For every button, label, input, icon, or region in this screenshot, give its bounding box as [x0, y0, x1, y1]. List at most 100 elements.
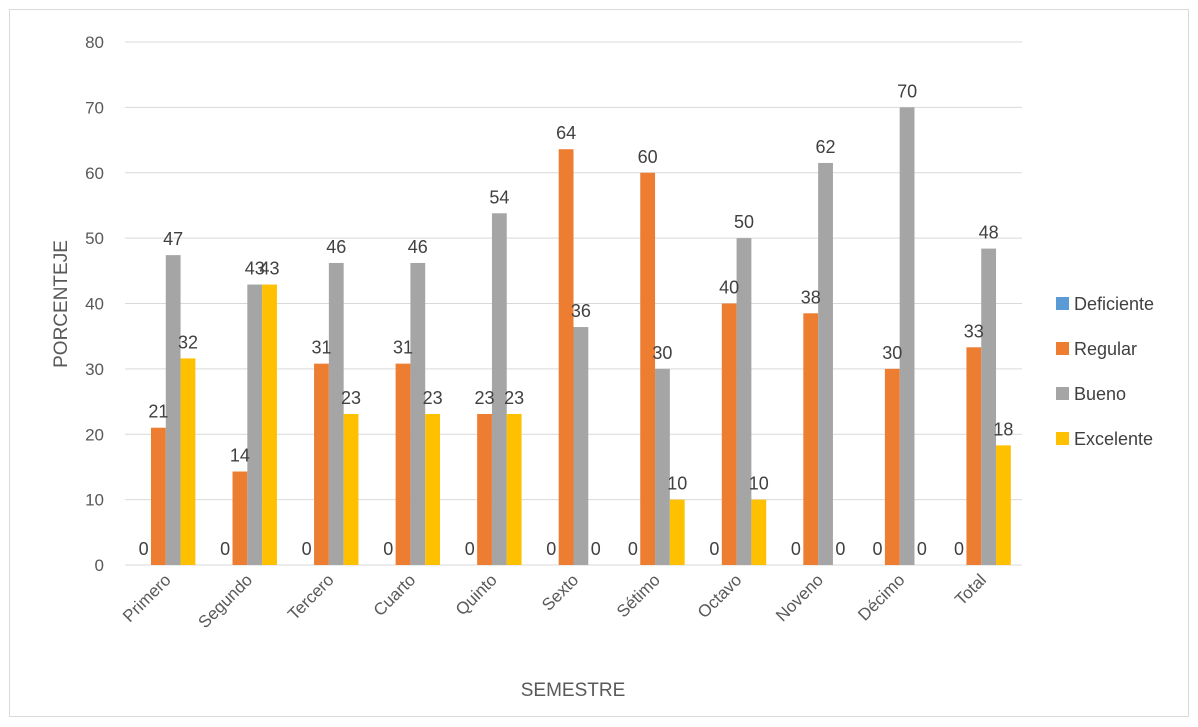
data-label: 70 [897, 81, 917, 101]
data-label: 43 [245, 259, 265, 279]
data-label: 48 [979, 223, 999, 243]
x-category-label: Quinto [452, 570, 501, 619]
data-label: 0 [628, 539, 638, 559]
y-tick-label: 70 [85, 98, 104, 117]
data-label: 23 [423, 388, 443, 408]
data-label: 0 [546, 539, 556, 559]
data-label: 36 [571, 301, 591, 321]
legend-swatch-regular [1056, 342, 1069, 355]
bar-excelente [425, 413, 441, 565]
bar-bueno [655, 368, 670, 565]
x-category-label: Total [951, 570, 990, 609]
bar-bueno [328, 262, 344, 565]
bar-bueno [165, 255, 181, 565]
legend-swatch-deficiente [1056, 297, 1069, 310]
data-label: 0 [591, 539, 601, 559]
bar-excelente [751, 499, 767, 565]
data-label: 10 [749, 474, 769, 494]
data-label: 23 [475, 388, 495, 408]
data-label: 0 [917, 539, 927, 559]
bar-excelente [506, 413, 522, 565]
data-label: 0 [709, 539, 719, 559]
data-label: 46 [326, 237, 346, 257]
data-label: 38 [801, 287, 821, 307]
legend-label-excelente: Excelente [1074, 429, 1153, 449]
bar-excelente [343, 413, 359, 565]
data-label: 30 [882, 343, 902, 363]
x-category-label: Décimo [854, 570, 908, 624]
bar-regular [314, 363, 329, 565]
bar-regular [558, 149, 574, 565]
data-label: 0 [302, 539, 312, 559]
data-label: 62 [816, 137, 836, 157]
legend-swatch-bueno [1056, 387, 1069, 400]
data-label: 10 [667, 474, 687, 494]
data-label: 47 [163, 229, 183, 249]
bar-bueno [818, 162, 833, 565]
bar-regular [150, 427, 166, 565]
x-category-label: Octavo [694, 570, 746, 622]
bar-regular [884, 368, 900, 565]
x-category-label: Sexto [538, 570, 582, 614]
data-label: 43 [260, 259, 280, 279]
data-label: 46 [408, 237, 428, 257]
bars [150, 107, 1011, 565]
bar-regular [721, 303, 737, 565]
data-label: 0 [139, 539, 149, 559]
legend-label-bueno: Bueno [1074, 384, 1126, 404]
data-label: 60 [638, 147, 658, 167]
legend-label-deficiente: Deficiente [1074, 294, 1154, 314]
bar-excelente [669, 499, 685, 565]
bar-excelente [262, 284, 277, 565]
y-tick-label: 40 [85, 295, 104, 314]
data-label: 54 [489, 187, 509, 207]
data-label: 23 [341, 388, 361, 408]
y-tick-label: 50 [85, 229, 104, 248]
bar-bueno [410, 262, 426, 565]
data-label: 50 [734, 212, 754, 232]
data-label: 31 [311, 338, 331, 358]
data-label: 30 [652, 343, 672, 363]
data-label: 31 [393, 338, 413, 358]
data-label: 0 [791, 539, 801, 559]
data-label: 0 [954, 539, 964, 559]
data-label: 23 [504, 388, 524, 408]
x-category-label: Sétimo [613, 570, 664, 621]
data-label: 0 [835, 539, 845, 559]
bar-bueno [981, 248, 997, 565]
x-category-label: Noveno [772, 570, 827, 625]
y-tick-label: 20 [85, 425, 104, 444]
data-label: 0 [465, 539, 475, 559]
legend-swatch-excelente [1056, 432, 1069, 445]
data-label: 14 [230, 446, 250, 466]
bar-regular [232, 471, 248, 565]
bar-regular [966, 347, 982, 565]
legend-label-regular: Regular [1074, 339, 1137, 359]
data-label: 0 [220, 539, 230, 559]
bar-regular [477, 413, 492, 565]
x-axis-title: SEMESTRE [521, 680, 626, 701]
data-label: 0 [383, 539, 393, 559]
bar-bueno [491, 213, 507, 565]
data-label: 40 [719, 278, 739, 298]
data-label: 0 [872, 539, 882, 559]
bar-bueno [736, 238, 752, 565]
data-label: 18 [993, 419, 1013, 439]
y-tick-label: 60 [85, 164, 104, 183]
y-axis-ticks: 0 10 20 30 40 50 60 70 80 [85, 33, 104, 575]
x-category-label: Primero [119, 570, 175, 626]
y-tick-label: 10 [85, 491, 104, 510]
y-tick-label: 0 [95, 556, 104, 575]
data-label: 21 [148, 402, 168, 422]
y-tick-label: 30 [85, 360, 104, 379]
bar-bueno [573, 327, 589, 565]
x-category-label: Segundo [195, 570, 257, 632]
bar-bueno [899, 107, 915, 565]
x-category-label: Cuarto [370, 570, 420, 620]
bar-regular [395, 363, 411, 565]
bar-excelente [996, 445, 1011, 565]
bar-bueno [247, 284, 263, 565]
legend: Deficiente Regular Bueno Excelente [1056, 294, 1154, 449]
